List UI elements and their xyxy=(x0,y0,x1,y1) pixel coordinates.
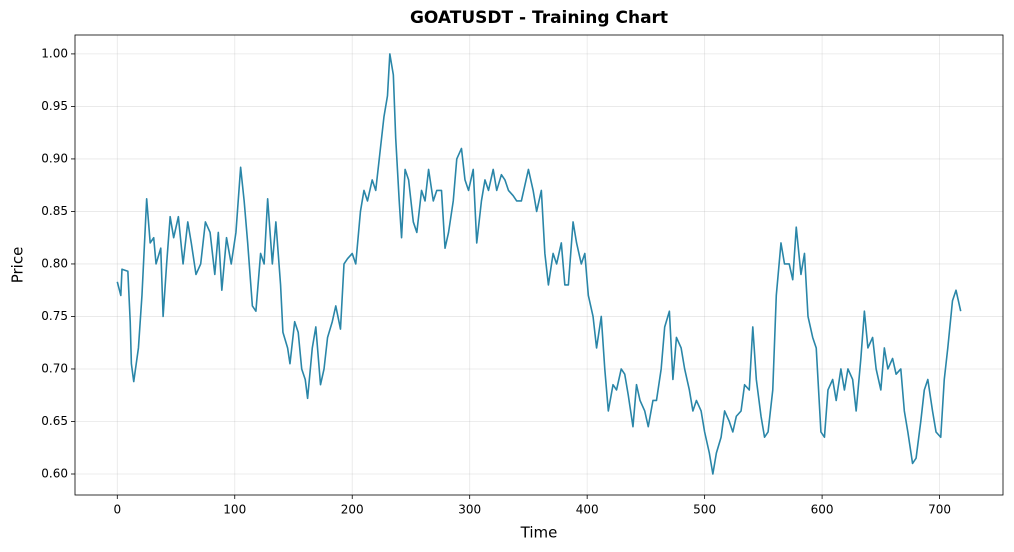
y-tick-label: 0.75 xyxy=(41,309,68,323)
y-tick-label: 0.60 xyxy=(41,466,68,480)
x-tick-label: 200 xyxy=(341,503,364,517)
y-tick-label: 0.90 xyxy=(41,151,68,165)
x-tick-label: 100 xyxy=(223,503,246,517)
x-tick-label: 400 xyxy=(576,503,599,517)
y-tick-label: 1.00 xyxy=(41,46,68,60)
y-tick-label: 0.80 xyxy=(41,256,68,270)
price-line xyxy=(116,53,962,475)
y-tick-label: 0.95 xyxy=(41,99,68,113)
x-tick-label: 500 xyxy=(693,503,716,517)
y-axis-label: Price xyxy=(9,247,27,284)
y-tick-label: 0.70 xyxy=(41,361,68,375)
x-tick-label: 0 xyxy=(113,503,121,517)
y-tick-label: 0.65 xyxy=(41,414,68,428)
x-axis-label: Time xyxy=(520,524,558,542)
y-tick-label: 0.85 xyxy=(41,204,68,218)
chart-title: GOATUSDT - Training Chart xyxy=(410,8,668,28)
x-tick-label: 700 xyxy=(928,503,951,517)
x-tick-label: 600 xyxy=(811,503,834,517)
plot-frame xyxy=(74,34,1004,496)
x-tick-label: 300 xyxy=(458,503,481,517)
